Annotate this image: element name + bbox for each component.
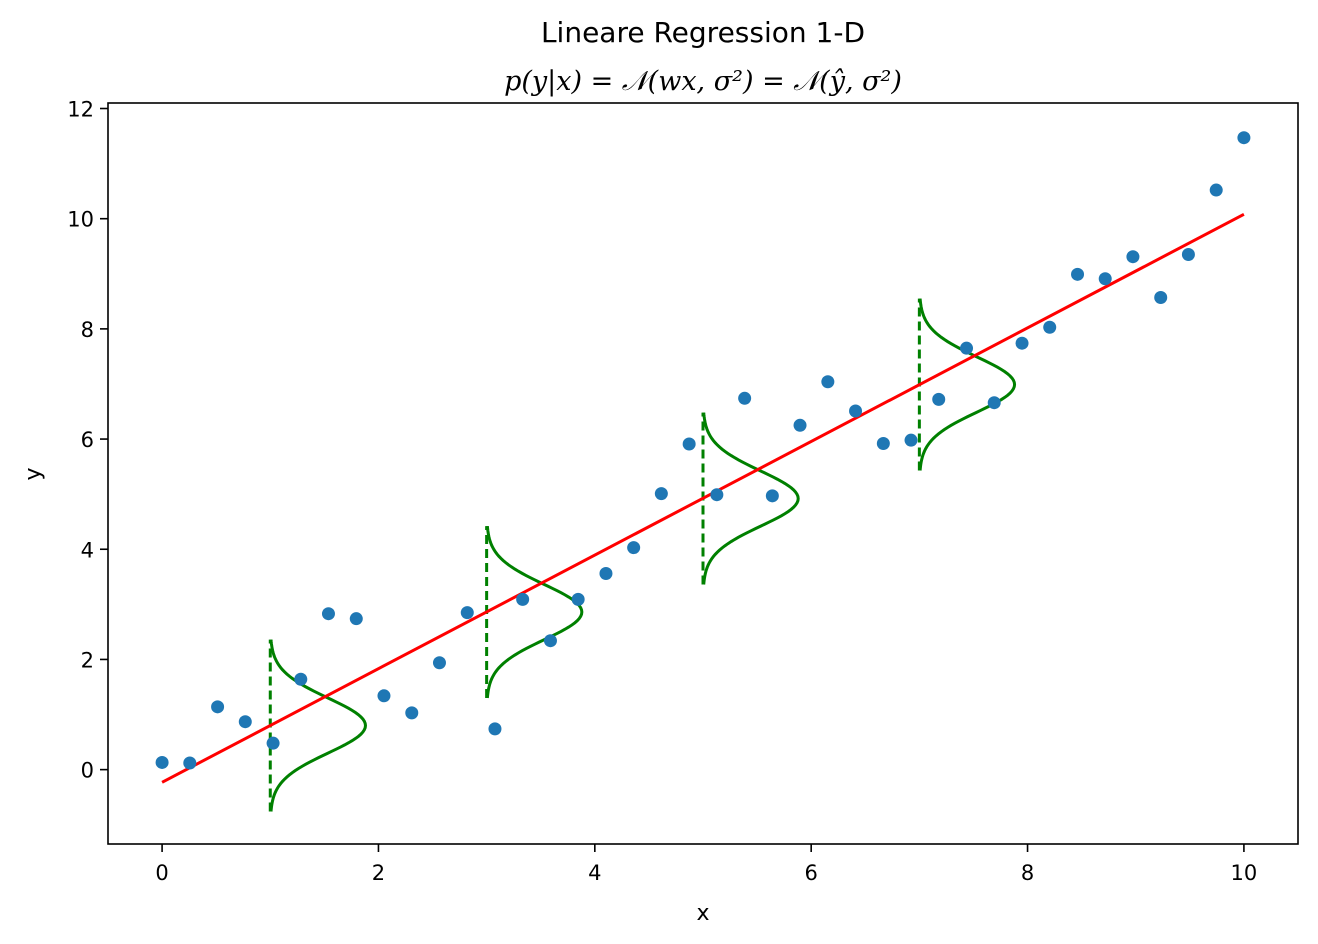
data-point [1237,131,1251,145]
density-curve-1 [269,639,367,812]
x-tick-label: 10 [1231,861,1258,885]
data-point [1015,336,1029,350]
data-point [460,606,474,620]
data-point [432,656,446,670]
data-point [821,375,835,389]
y-tick-label: 6 [81,428,94,452]
density-curve-4 [918,298,1017,471]
data-point [765,489,779,503]
data-point [571,592,585,606]
data-point [876,436,890,450]
data-point [932,392,946,406]
y-axis-label: y [21,467,46,480]
data-point [599,566,613,580]
x-tick-label: 0 [155,861,168,885]
data-point [960,341,974,355]
data-point [1126,250,1140,264]
y-tick-label: 4 [81,538,94,562]
data-point [377,689,391,703]
data-point [987,396,1001,410]
data-point [904,433,918,447]
density-curve-3 [702,412,800,585]
data-point [1181,248,1195,262]
data-point [238,715,252,729]
data-point [183,756,197,770]
y-tick-label: 2 [81,648,94,672]
data-point [1071,267,1085,281]
data-point [321,607,335,621]
data-point [710,488,724,502]
regression-line [161,212,1245,784]
data-point [1209,183,1223,197]
chart-subtitle: p(y|x) = 𝒩(wx, σ²) = 𝒩(ŷ, σ²) [504,66,902,97]
data-point [1098,272,1112,286]
data-point [488,722,502,736]
data-point [516,592,530,606]
y-tick-label: 0 [81,759,94,783]
chart-title: Lineare Regression 1-D [541,16,865,49]
y-tick-label: 12 [67,98,94,122]
plot-area [155,131,1251,812]
data-point [654,487,668,501]
axes: 0 2 4 6 8 10 0 2 4 6 8 10 12 [67,98,1257,885]
data-point [543,634,557,648]
x-tick-label: 8 [1021,861,1034,885]
data-point [849,404,863,418]
y-tick-label: 8 [81,318,94,342]
data-point [793,418,807,432]
data-point [1154,290,1168,304]
data-point [294,672,308,686]
data-point [738,391,752,405]
density-curve-2 [485,525,584,699]
data-point [266,736,280,750]
x-tick-label: 4 [588,861,601,885]
data-point [405,706,419,720]
data-point [211,700,225,714]
data-point [349,612,363,626]
x-tick-label: 6 [804,861,817,885]
data-point [1043,320,1057,334]
x-axis-label: x [696,901,709,926]
axes-frame [107,102,1299,845]
x-tick-label: 2 [372,861,385,885]
data-point [155,755,169,769]
y-tick-label: 10 [67,208,94,232]
data-point [627,541,641,555]
data-point [682,437,696,451]
